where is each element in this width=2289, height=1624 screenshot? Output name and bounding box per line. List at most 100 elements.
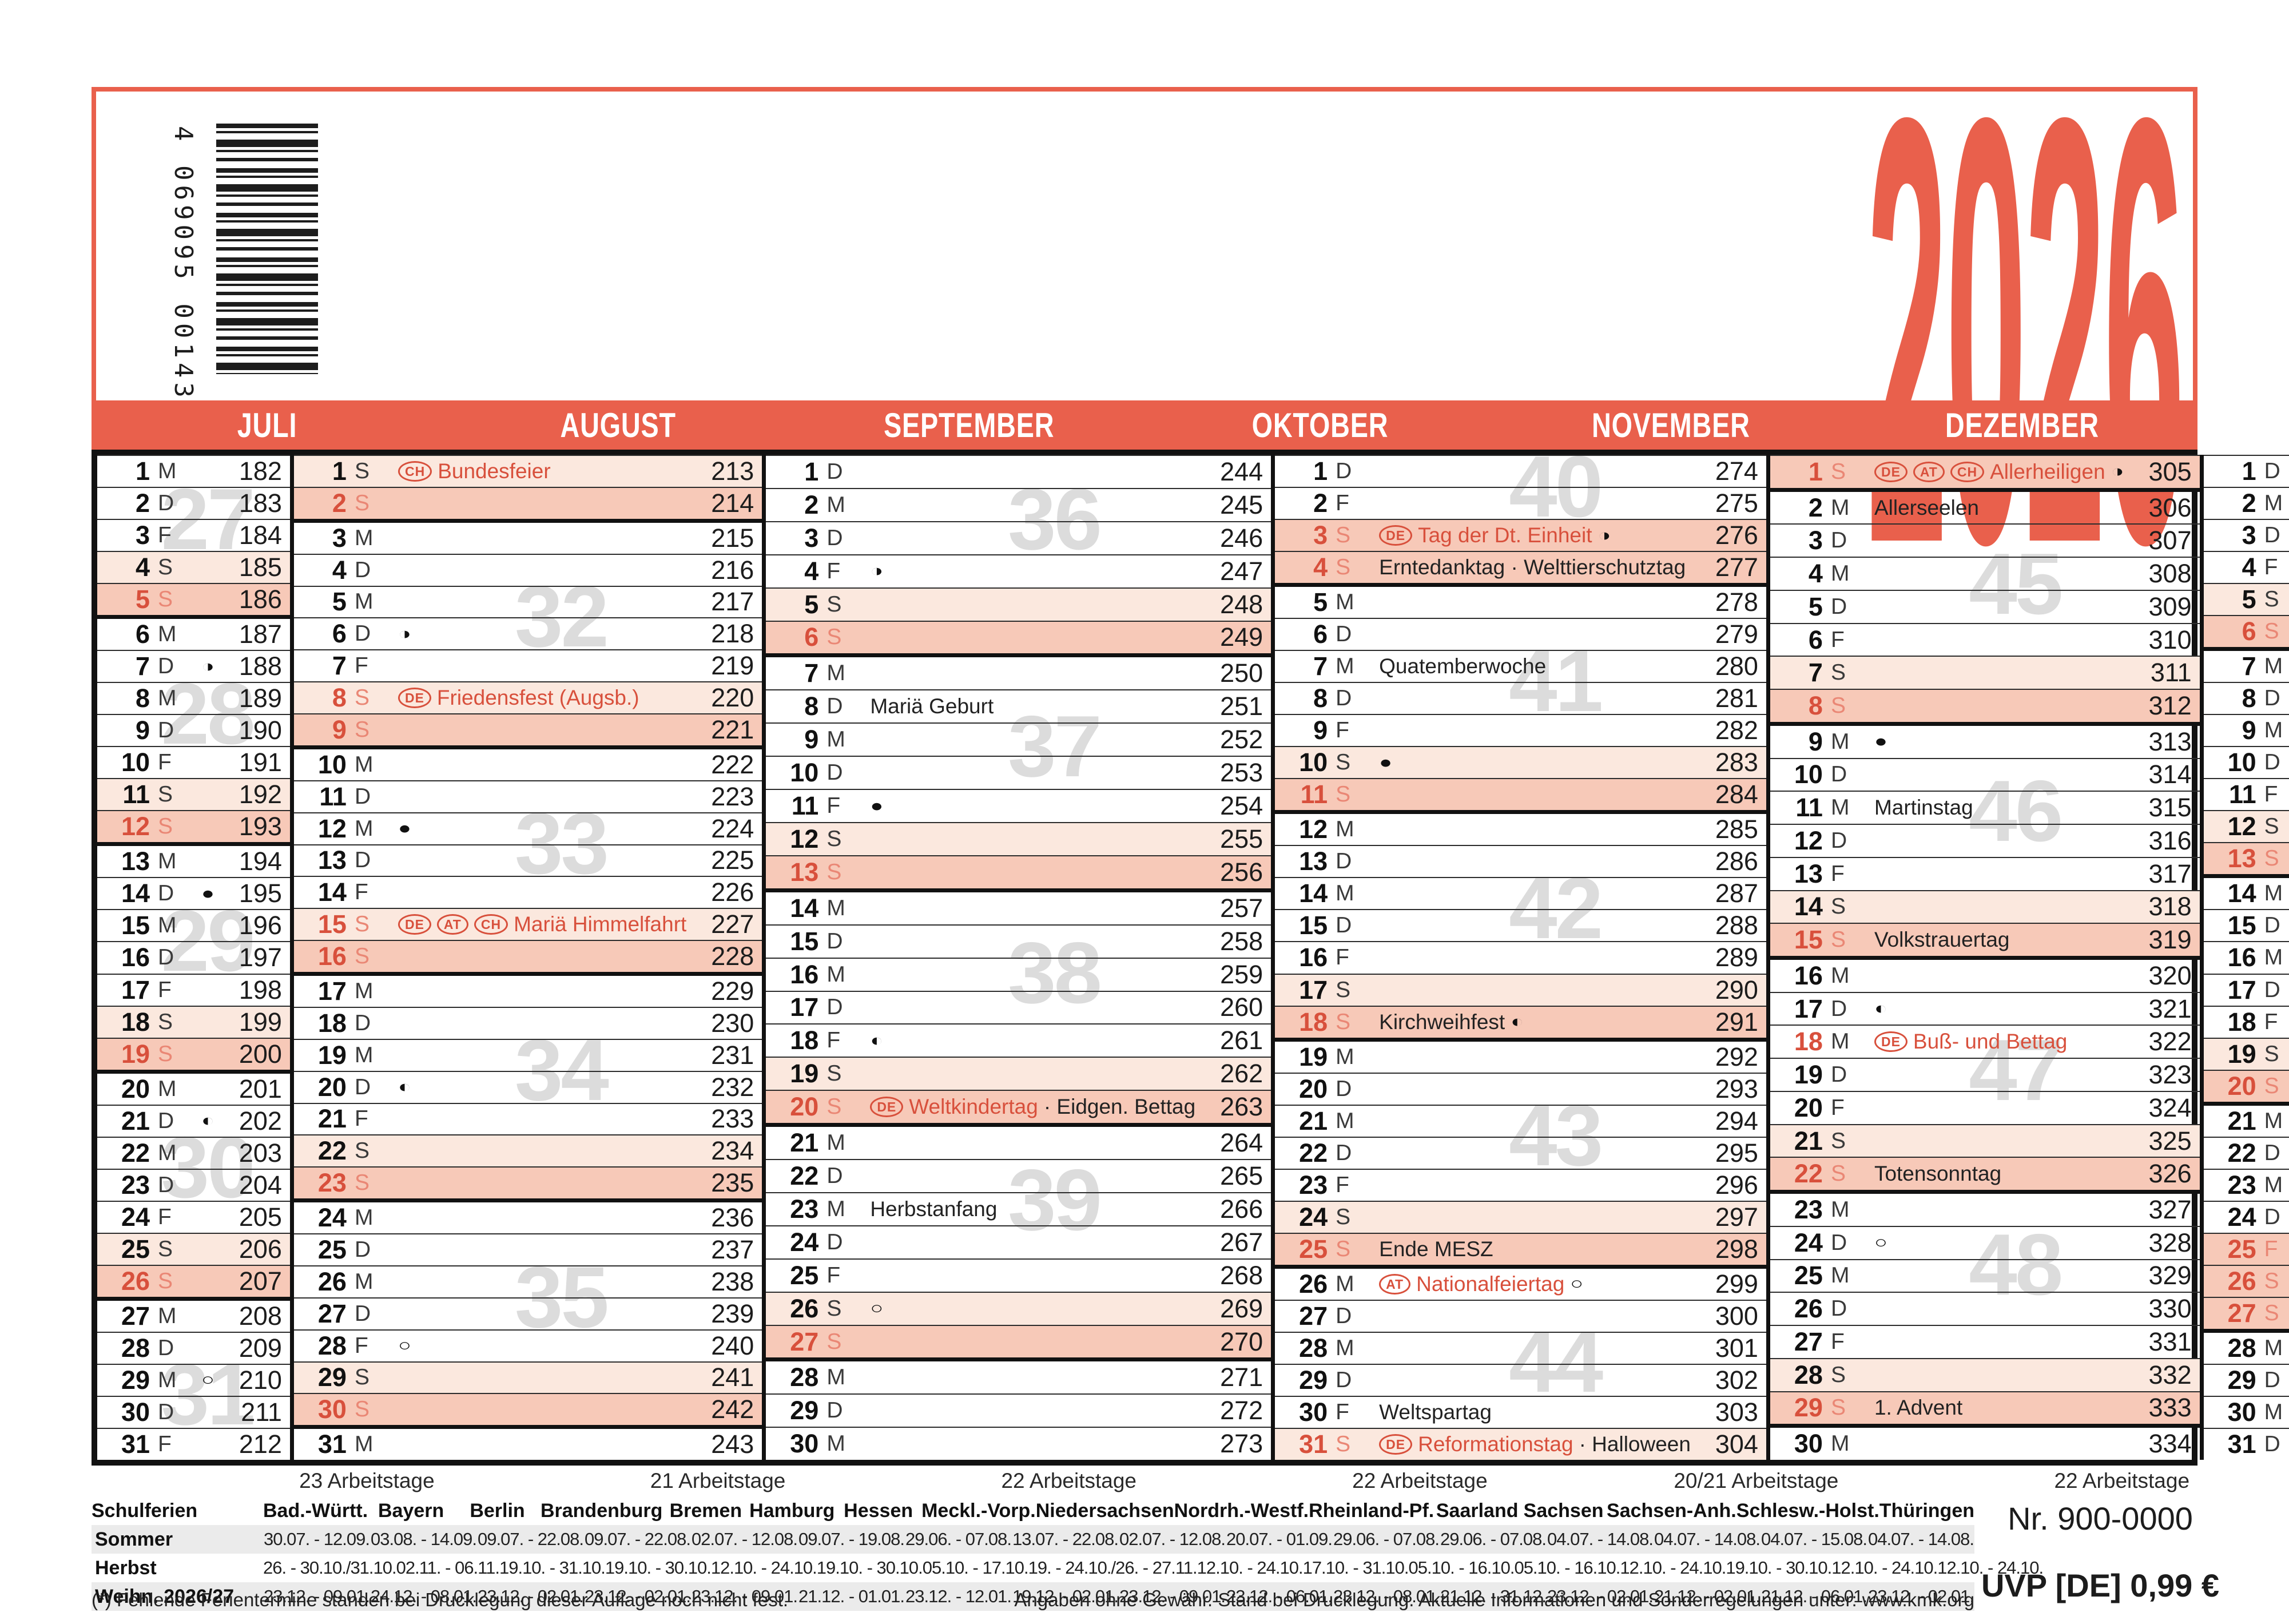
weekday-letter: F — [1830, 1329, 1845, 1354]
day-row: 7 F 219 — [293, 649, 762, 681]
weekday-letter: M — [158, 1140, 177, 1165]
day-row: 15 S Volkstrauertag 319 — [1770, 923, 2200, 956]
ferien-state-name: Bad.-Württ. — [263, 1499, 368, 1522]
day-number: 6 — [135, 620, 150, 649]
ferien-date-range: 05.10. - 17.10. — [922, 1558, 1029, 1578]
day-of-year: 246 — [1220, 523, 1263, 553]
ferien-date-range: 17.10. - 31.10. — [1302, 1558, 1409, 1578]
day-of-year: 262 — [1220, 1059, 1263, 1089]
day-row: 2MQuatemberwoche336 — [2203, 487, 2289, 519]
weekday-letter: S — [1830, 1161, 1846, 1186]
weekday-letter: M — [2264, 1108, 2283, 1133]
ferien-date-range: 23.12. - 02.01. — [585, 1586, 691, 1606]
week-number-watermark: 30 — [161, 1119, 256, 1217]
day-of-year: 237 — [711, 1234, 754, 1264]
day-row: 27 D 300 — [1275, 1299, 1766, 1332]
day-number: 17 — [790, 992, 819, 1022]
weekday-letter: D — [826, 928, 843, 954]
country-badge-ch: CH — [1950, 461, 1985, 482]
day-number: 17 — [121, 975, 150, 1004]
weekday-letter: M — [354, 978, 373, 1003]
day-number: 24 — [121, 1202, 150, 1232]
day-number: 19 — [2227, 1039, 2256, 1069]
day-row: 11F345 — [2203, 778, 2289, 810]
day-row: 1 D 244 — [766, 455, 1271, 488]
day-of-year: 270 — [1220, 1327, 1263, 1356]
weekday-letter: D — [158, 881, 174, 906]
day-number: 11 — [791, 791, 819, 821]
ferien-state-name: Rheinland-Pf. — [1309, 1499, 1434, 1522]
day-of-year: 235 — [711, 1168, 754, 1198]
day-of-year: 324 — [2148, 1093, 2192, 1122]
day-of-year: 196 — [239, 911, 282, 940]
day-row: 23 D 204 — [97, 1168, 290, 1201]
weekday-letter: F — [826, 793, 841, 819]
day-number: 12 — [1299, 815, 1328, 844]
day-number: 20 — [1299, 1074, 1328, 1103]
day-number: 13 — [317, 845, 347, 875]
day-row: 1 S CH Bundesfeier 213 — [293, 455, 762, 487]
day-row: 5 M 217 — [293, 585, 762, 618]
weekday-letter: M — [354, 1432, 373, 1457]
weekday-letter: S — [354, 685, 369, 710]
day-number: 17 — [2227, 975, 2256, 1004]
weekday-letter: F — [1336, 945, 1349, 970]
day-number: 24 — [317, 1203, 347, 1233]
day-row: 28 D 209 — [97, 1331, 290, 1364]
ferien-state-name: Thüringen — [1879, 1499, 1974, 1522]
day-note: DE AT CH Allerheiligen ◑ — [1866, 459, 2124, 484]
day-row: 26 S ○ 269 — [766, 1291, 1271, 1325]
day-of-year: 245 — [1220, 490, 1263, 519]
workdays-count: 20/21 Arbeitstage — [1674, 1469, 1839, 1492]
day-note: ● — [1866, 729, 2124, 754]
day-number: 23 — [317, 1168, 347, 1198]
day-row: 29 D 272 — [766, 1393, 1271, 1427]
day-number: 27 — [1299, 1301, 1328, 1331]
weekday-letter: M — [826, 1196, 845, 1221]
day-number: 26 — [790, 1293, 819, 1323]
day-of-year: 286 — [1715, 847, 1758, 876]
week-number-watermark: 39 — [1007, 1152, 1102, 1249]
day-number: 30 — [2227, 1397, 2256, 1427]
workdays-count: 22 Arbeitstage — [1352, 1469, 1488, 1492]
day-of-year: 238 — [711, 1266, 754, 1296]
day-note: DE AT CH Mariä Himmelfahrt — [390, 912, 686, 936]
day-row: 30 D 211 — [97, 1395, 290, 1428]
weekday-letter: D — [158, 1335, 174, 1360]
day-number: 14 — [790, 893, 819, 923]
moon-phase-icon: ● — [870, 796, 884, 816]
day-row: 19S353 — [2203, 1037, 2289, 1070]
school-holidays-table: Schulferien Bad.-Württ. Bayern Berlin Brande… — [92, 1496, 2044, 1611]
day-row: 30 F Weltspartag 303 — [1275, 1395, 1766, 1428]
moon-phase-icon: ◐ — [1874, 999, 1887, 1018]
day-number: 6 — [1313, 620, 1328, 649]
day-note: ◐ — [390, 1075, 686, 1099]
workdays-count: 22 Arbeitstage — [1001, 1469, 1137, 1492]
ferien-header-row: Schulferien Bad.-Württ. Bayern Berlin Brande… — [92, 1496, 1974, 1525]
holiday-label: · Eidgen. Bettag — [1043, 1095, 1196, 1119]
day-note: Kirchweihfest ◐ — [1371, 1010, 1691, 1034]
day-row: 21MWinteranfang355 — [2203, 1101, 2289, 1137]
workdays-count: 21 Arbeitstage — [650, 1469, 786, 1492]
ferien-date-range: 04.07. - 14.08. — [1547, 1529, 1654, 1549]
day-row: 25FDEATCHWeihnachten359 — [2203, 1232, 2289, 1265]
day-row: 28 M 301 — [1275, 1331, 1766, 1364]
ferien-date-range: 12.10. - 24.10. — [1620, 1558, 1726, 1578]
day-of-year: 301 — [1715, 1333, 1758, 1363]
day-row: 18 S 199 — [97, 1005, 290, 1038]
day-number: 15 — [317, 910, 347, 939]
day-row: 27 M 208 — [97, 1296, 290, 1332]
day-row: 25 D 237 — [293, 1233, 762, 1265]
day-of-year: 296 — [1715, 1170, 1758, 1200]
weekday-letter: M — [2264, 1172, 2283, 1197]
day-row: 9 S 221 — [293, 713, 762, 745]
day-of-year: 297 — [1715, 1202, 1758, 1232]
day-of-year: 222 — [711, 749, 754, 779]
day-row: 15D349 — [2203, 909, 2289, 941]
holiday-label: Herbstanfang — [870, 1197, 998, 1221]
day-of-year: 299 — [1715, 1269, 1758, 1299]
moon-phase-icon: ◐ — [1511, 1012, 1524, 1031]
weekday-letter: S — [1336, 1009, 1351, 1034]
day-number: 13 — [1794, 859, 1823, 888]
weekday-letter: S — [2264, 619, 2279, 644]
